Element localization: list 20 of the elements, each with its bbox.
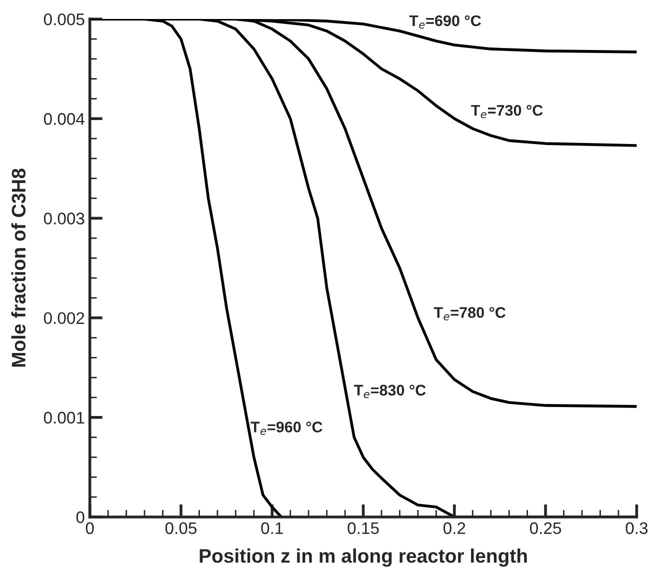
x-axis-title: Position z in m along reactor length xyxy=(200,548,527,567)
series-label: T$_{e}$=830 °C xyxy=(354,384,426,398)
series-label: T$_{e}$=730 °C xyxy=(471,104,543,118)
y-tick-label: 0.003 xyxy=(44,212,84,224)
x-tick-label: 0.3 xyxy=(626,522,648,534)
y-tick-label: 0.005 xyxy=(44,13,84,26)
x-tick-label: 0.25 xyxy=(530,522,562,534)
x-tick-label: 0.1 xyxy=(261,522,283,534)
series-label: T$_{e}$=780 °C xyxy=(434,307,506,320)
x-tick-label: 0 xyxy=(86,522,94,534)
x-tick-label: 0.15 xyxy=(348,522,379,534)
y-tick-label: 0.004 xyxy=(44,113,84,125)
x-tick-label: 0.05 xyxy=(165,522,196,534)
y-tick-label: 0.001 xyxy=(44,412,84,424)
series-label: T$_{e}$=690 °C xyxy=(409,15,481,29)
series-label: T$_{e}$=960 °C xyxy=(250,422,322,435)
y-tick-label: 0 xyxy=(76,511,84,524)
x-tick-label: 0.2 xyxy=(443,522,466,534)
y-tick-label: 0.002 xyxy=(44,312,84,324)
y-axis-title: Mole fraction of C3H8 xyxy=(11,168,26,367)
